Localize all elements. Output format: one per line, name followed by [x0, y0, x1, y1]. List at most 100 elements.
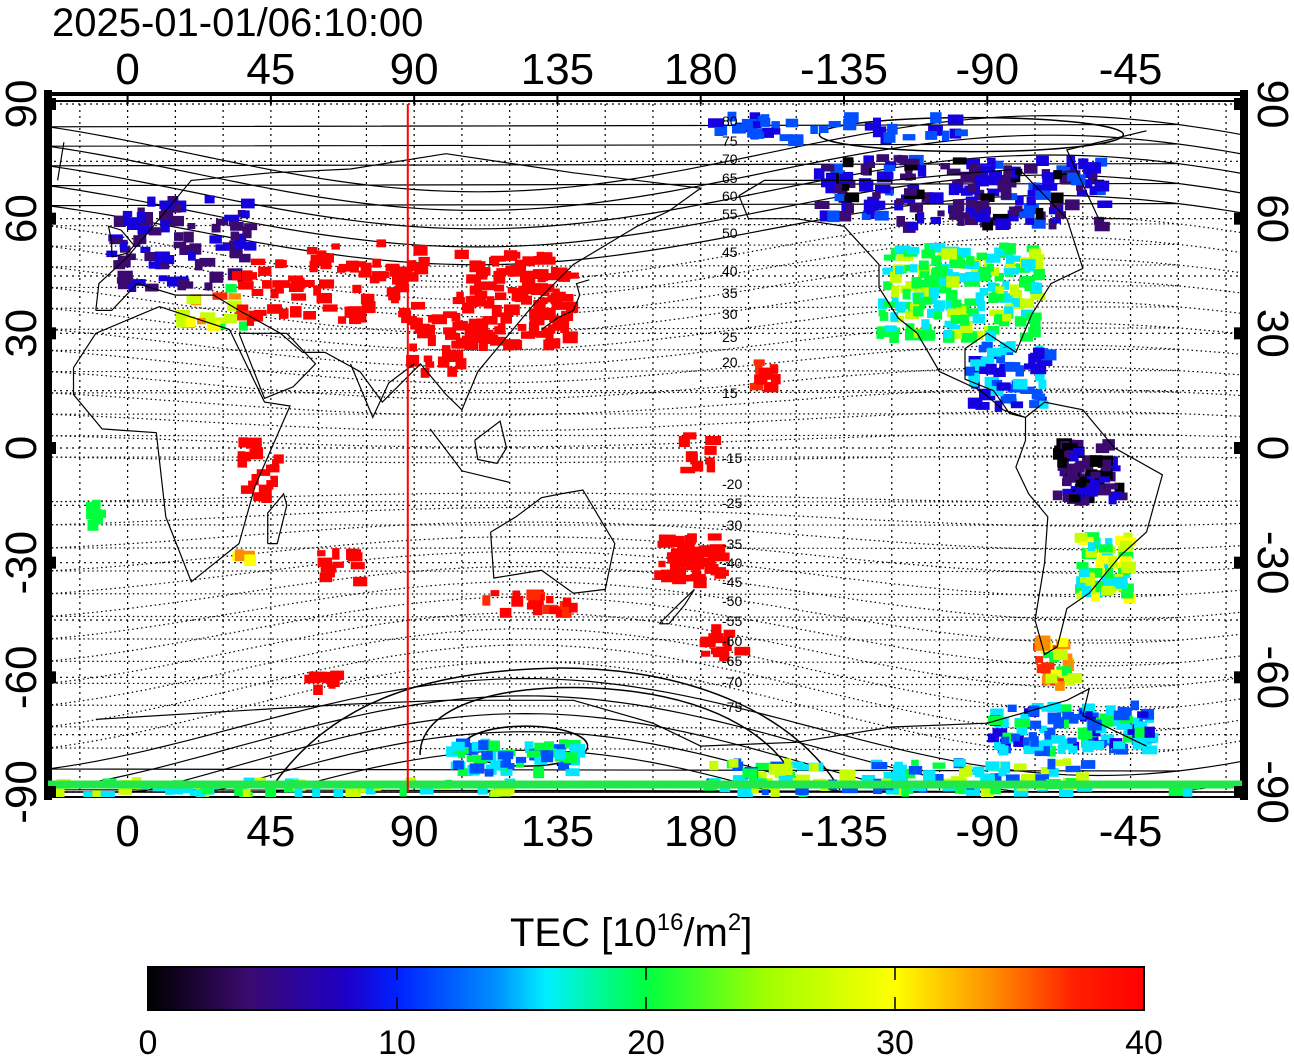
tec-cell [251, 474, 259, 486]
colorbar-tick-label: 10 [378, 1024, 416, 1057]
tec-cell [372, 258, 381, 268]
tec-cell [174, 232, 184, 241]
tec-cell [1121, 592, 1134, 599]
tec-cell [902, 288, 911, 300]
tec-cell [1077, 533, 1088, 542]
tec-cell [117, 270, 133, 282]
tec-cell [698, 545, 713, 553]
tec-cell [197, 317, 206, 325]
tec-cell [1144, 726, 1155, 738]
tec-cell [690, 574, 706, 581]
tec-cell [290, 306, 302, 318]
tec-cell [413, 245, 428, 256]
contour-label: -55 [722, 613, 742, 629]
tec-cell [974, 206, 988, 215]
tec-cell [250, 258, 266, 265]
tec-cell [322, 671, 333, 684]
tec-cell [462, 302, 475, 314]
tec-cell [204, 282, 213, 291]
tec-cell [1009, 284, 1019, 296]
tec-cell [964, 298, 980, 306]
tec-cell [457, 768, 473, 776]
tec-cell [1134, 727, 1145, 739]
tec-cell [136, 212, 146, 223]
tec-cell [981, 787, 994, 797]
tec-cell [124, 217, 140, 225]
tec-cell [159, 200, 175, 209]
tec-cell [472, 323, 489, 336]
tec-cell [559, 271, 572, 280]
tec-cell [558, 275, 570, 282]
map-title: 2025-01-01/06:10:00 [52, 1, 423, 45]
tec-cell [941, 130, 950, 141]
tec-cell [904, 188, 917, 196]
tec-cell [541, 327, 556, 334]
tec-cell [1053, 649, 1068, 660]
tec-cell [173, 241, 187, 249]
tec-cell [345, 787, 361, 797]
tec-cell [956, 305, 967, 317]
tec-cell [894, 200, 904, 211]
tec-cell [895, 198, 905, 205]
tec-cell [1108, 719, 1122, 727]
tec-cell [454, 249, 469, 259]
tec-cell [711, 624, 722, 636]
tec-cell [918, 264, 931, 277]
tec-cell [199, 257, 216, 267]
tec-cell [895, 265, 904, 275]
tec-cell [552, 302, 567, 310]
tec-cell [540, 297, 548, 305]
tec-cell [512, 590, 521, 601]
tec-cell [490, 590, 500, 597]
tec-cell [554, 749, 566, 760]
tec-cell [1042, 739, 1053, 750]
tec-cell [1076, 189, 1087, 197]
tec-cell [961, 331, 977, 343]
tec-cell [1059, 786, 1074, 797]
y-tick-label-left: -30 [0, 531, 46, 595]
tec-cell [1117, 706, 1127, 719]
tec-cell [1014, 763, 1027, 771]
coastline-path [107, 225, 135, 258]
tec-cell [523, 272, 536, 284]
y-tick-label-left: 60 [0, 194, 46, 243]
tec-cell [708, 633, 724, 644]
tec-cell [506, 307, 515, 316]
tec-cell [685, 451, 698, 463]
tec-cell [657, 541, 673, 548]
tec-cell [885, 161, 897, 168]
tec-cell [981, 341, 993, 350]
contour-label: -65 [722, 653, 742, 669]
tec-cell [1095, 157, 1108, 167]
tec-cell [907, 329, 915, 339]
tec-cell [376, 239, 387, 248]
tec-cell [1104, 483, 1118, 490]
tec-cell [992, 347, 1007, 356]
tec-cell [550, 267, 559, 279]
tec-cell [186, 296, 201, 305]
tec-cell [974, 175, 989, 187]
tec-cell [442, 345, 451, 357]
tec-cell [1033, 347, 1045, 359]
tec-cell [1000, 393, 1017, 404]
tec-cell [1048, 207, 1057, 215]
tec-cell [917, 165, 927, 177]
tec-cell [968, 163, 978, 175]
tec-cell [1029, 400, 1042, 409]
tec-cell [1041, 705, 1052, 712]
tec-cell [1029, 248, 1042, 259]
tec-cell [1027, 720, 1042, 729]
tec-cell [188, 252, 196, 261]
tec-cell [923, 770, 936, 782]
tec-cell [1020, 332, 1034, 342]
tec-cell [1007, 704, 1017, 712]
tec-cell [1014, 316, 1026, 324]
tec-cell [514, 259, 526, 270]
y-tick-label-left: -60 [0, 646, 46, 710]
tec-cell [1019, 210, 1035, 219]
tec-cell [832, 182, 843, 194]
tec-cell [1062, 478, 1072, 487]
tec-cell [455, 358, 467, 370]
tec-cell [1023, 203, 1039, 213]
tec-cell [326, 671, 342, 681]
